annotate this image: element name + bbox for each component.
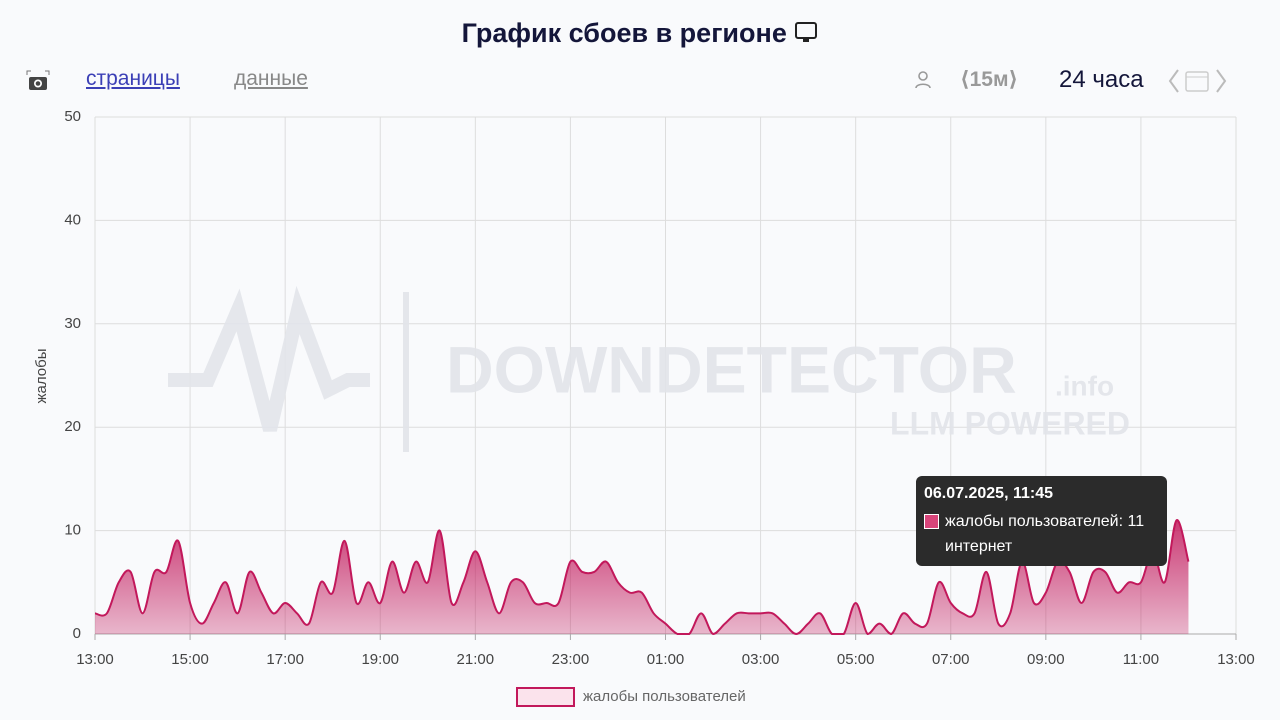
y-tick-label: 50 bbox=[64, 108, 81, 125]
range-label[interactable]: 24 часа bbox=[1059, 66, 1144, 93]
tab-pages[interactable]: страницы bbox=[86, 67, 180, 90]
watermark-divider bbox=[403, 292, 409, 452]
line bbox=[94, 519, 1190, 636]
title: График сбоев в регионе bbox=[461, 18, 787, 48]
x-tick-label: 11:00 bbox=[1123, 651, 1159, 668]
x-tick-label: 13:00 bbox=[1217, 651, 1255, 668]
x-tick-label: 07:00 bbox=[932, 651, 970, 668]
x-tick-label: 09:00 bbox=[1027, 651, 1065, 668]
x-tick-label: 19:00 bbox=[361, 651, 399, 668]
x-tick-label: 15:00 bbox=[171, 651, 209, 668]
date-nav[interactable] bbox=[1166, 66, 1230, 96]
y-axis-label: жалобы bbox=[33, 348, 50, 403]
legend-label: жалобы пользователей bbox=[583, 688, 746, 705]
x-tick-label: 03:00 bbox=[742, 651, 780, 668]
watermark-logo bbox=[168, 285, 370, 432]
tooltip-label: жалобы пользователей: 11 bbox=[945, 513, 1145, 530]
title-wrap: График сбоев в регионе bbox=[0, 18, 1280, 49]
y-tick-label: 30 bbox=[64, 315, 81, 332]
x-tick-label: 23:00 bbox=[552, 651, 590, 668]
monitor-icon bbox=[795, 22, 818, 42]
legend-swatch bbox=[516, 687, 575, 707]
x-tick-label: 01:00 bbox=[647, 651, 685, 668]
y-tick-label: 0 bbox=[73, 625, 81, 642]
tab-data[interactable]: данные bbox=[234, 67, 308, 90]
user-icon[interactable] bbox=[913, 70, 933, 90]
watermark-brand: DOWNDETECTOR bbox=[446, 332, 1017, 406]
x-tick-label: 17:00 bbox=[266, 651, 304, 668]
y-tick-label: 10 bbox=[64, 522, 81, 539]
tooltip-title: 06.07.2025, 11:45 bbox=[924, 485, 1054, 502]
y-tick-label: 40 bbox=[64, 211, 81, 228]
tooltip: 06.07.2025, 11:45 жалобы пользователей: … bbox=[916, 476, 1167, 566]
x-tick-label: 13:00 bbox=[76, 651, 114, 668]
watermark-domain: .info bbox=[1055, 370, 1114, 401]
tooltip-sub: интернет bbox=[945, 538, 1013, 555]
y-tick-label: 20 bbox=[64, 418, 81, 435]
watermark-tagline: LLM POWERED bbox=[890, 405, 1130, 441]
area bbox=[95, 520, 1189, 634]
tooltip-swatch bbox=[924, 514, 939, 529]
x-tick-label: 05:00 bbox=[837, 651, 875, 668]
watermark: DOWNDETECTOR .info LLM POWERED bbox=[168, 285, 1130, 452]
x-tick-label: 21:00 bbox=[457, 651, 495, 668]
camera-icon[interactable] bbox=[26, 70, 50, 92]
interval-button[interactable]: ⟨15м⟩ bbox=[960, 68, 1019, 91]
